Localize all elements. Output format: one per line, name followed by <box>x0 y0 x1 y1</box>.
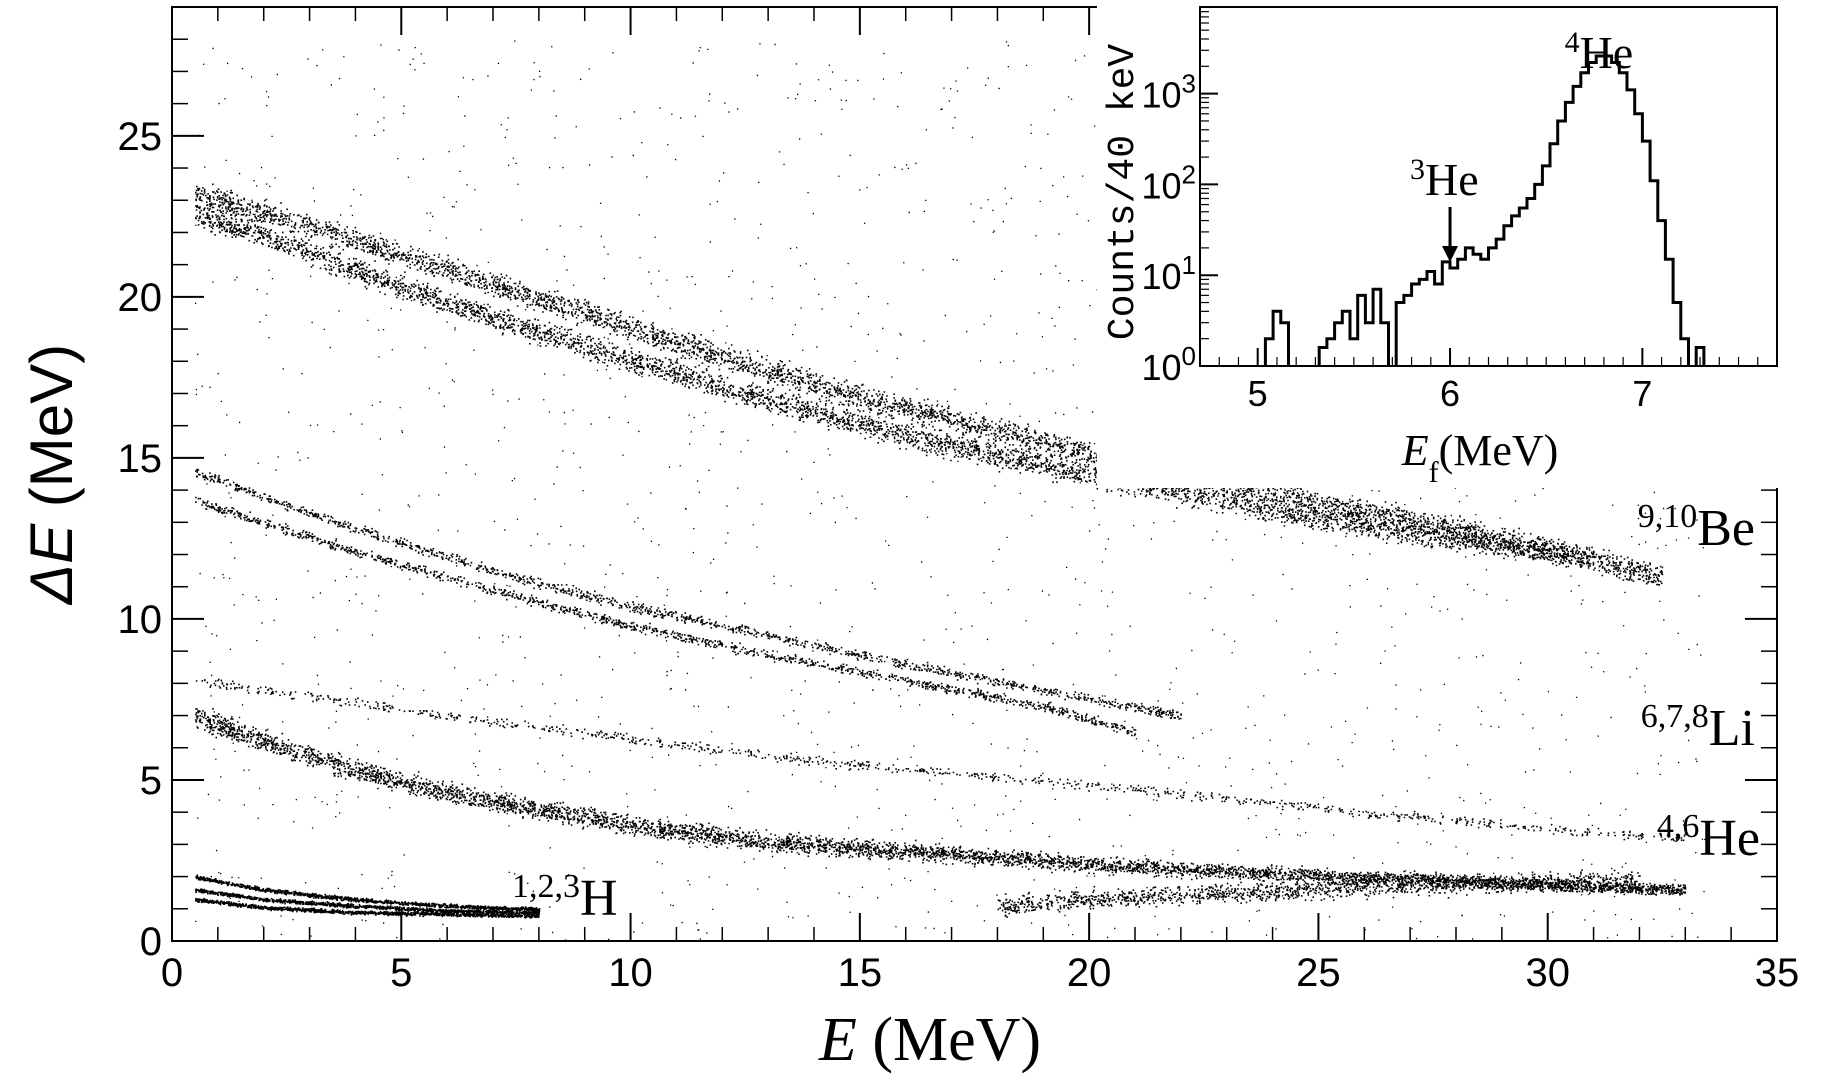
y-tick-label: 20 <box>118 276 163 320</box>
inset-histogram-steps <box>1263 54 1706 366</box>
x-tick-label: 25 <box>1296 951 1341 995</box>
y-tick-label: 0 <box>140 920 162 964</box>
x-tick-label: 15 <box>838 951 883 995</box>
inset-x-axis-title: Ef(MeV) <box>1401 426 1559 489</box>
x-tick-label: 35 <box>1755 951 1800 995</box>
inset-x-tick-label: 7 <box>1632 373 1652 414</box>
x-tick-label: 5 <box>390 951 412 995</box>
he3-label: 3He <box>1410 153 1479 206</box>
band-label: 4,6He <box>1657 808 1760 868</box>
inset-x-ticks: 5 6 7 <box>1218 348 1759 414</box>
x-tick-label: 10 <box>608 951 653 995</box>
y-tick-label: 5 <box>140 759 162 803</box>
main-x-axis-title: E (MeV) <box>818 1006 1041 1074</box>
y-tick-label: 15 <box>118 437 163 481</box>
x-tick-label: 30 <box>1525 951 1570 995</box>
y-tick-label: 25 <box>118 115 163 159</box>
band-labels: 9,10Be 6,7,8Li 4,6He 1,2,3H <box>512 498 1760 928</box>
band-label: 1,2,3H <box>512 868 618 928</box>
inset-background <box>1097 0 1781 488</box>
inset-y-tick-label: 102 <box>1141 159 1196 206</box>
main-x-ticks: 0 5 10 15 20 25 30 35 <box>161 7 1799 995</box>
inset-y-ticks: 100 101 102 103 <box>1141 6 1218 388</box>
inset-y-tick-label: 103 <box>1141 69 1196 116</box>
band-label: 6,7,8Li <box>1641 698 1755 758</box>
he4-peak-label: 4He <box>1565 26 1634 79</box>
inset-x-tick-label: 5 <box>1248 373 1268 414</box>
main-y-axis-var: ΔE <box>18 523 85 606</box>
inset-histogram: 5 6 7 100 101 102 103 4He 3He Ef(MeV) Counts/4… <box>1097 0 1781 489</box>
main-y-axis-title: ΔE (MeV) <box>18 344 85 606</box>
inset-y-axis-title: Counts/40 keV <box>1102 44 1145 341</box>
inset-annotations: 4He 3He <box>1410 26 1633 263</box>
inset-y-tick-label: 101 <box>1141 250 1196 297</box>
x-tick-label: 20 <box>1067 951 1112 995</box>
band-label: 9,10Be <box>1638 498 1755 558</box>
he3-arrow-head <box>1442 246 1459 263</box>
x-tick-label: 0 <box>161 951 183 995</box>
y-tick-label: 10 <box>118 598 163 642</box>
inset-x-tick-label: 6 <box>1440 373 1460 414</box>
inset-y-tick-label: 100 <box>1141 341 1196 388</box>
